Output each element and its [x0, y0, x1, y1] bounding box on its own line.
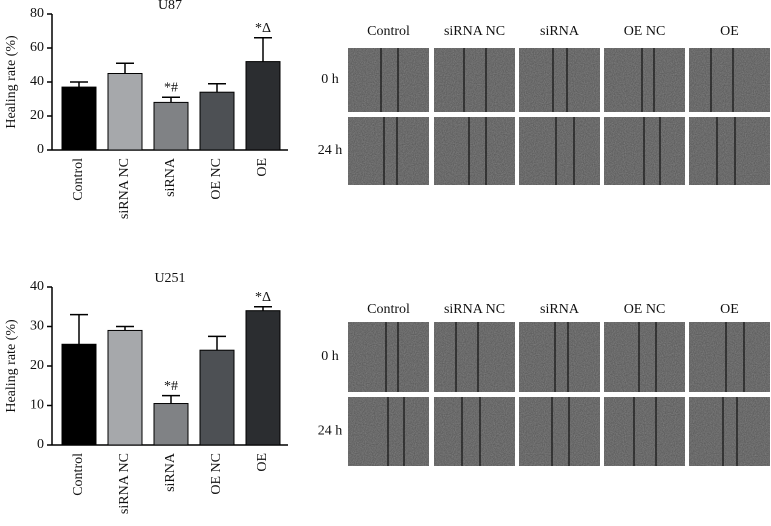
micrograph-texture: [434, 322, 515, 392]
micrograph-texture: [689, 48, 770, 112]
y-tick-label: 20: [30, 108, 44, 123]
bar: [199, 91, 235, 151]
x-tick-label: OE NC: [209, 453, 224, 495]
column-header: siRNA NC: [444, 302, 505, 317]
significance-mark: *Δ: [255, 21, 271, 36]
micrograph-texture: [604, 48, 685, 112]
y-tick-label: 60: [30, 40, 44, 55]
micrograph-texture: [348, 48, 429, 112]
micrograph-texture: [348, 322, 429, 392]
x-tick-label: Control: [71, 453, 86, 496]
significance-mark: *#: [164, 81, 178, 96]
significance-mark: *#: [164, 379, 178, 394]
x-tick-label: OE NC: [209, 158, 224, 200]
micrograph-texture: [434, 117, 515, 185]
x-tick-label: siRNA: [163, 452, 178, 492]
y-tick-label: 40: [30, 74, 44, 89]
bar: [153, 101, 189, 151]
y-tick-label: 40: [30, 279, 44, 294]
micrograph-texture: [519, 117, 600, 185]
chart-title: U251: [154, 271, 185, 286]
y-tick-label: 10: [30, 398, 44, 413]
column-header: OE NC: [624, 24, 666, 39]
bar: [107, 329, 143, 446]
y-tick-label: 0: [37, 142, 44, 157]
y-axis-label: Healing rate (%): [4, 35, 19, 129]
micrograph-texture: [689, 117, 770, 185]
micrograph-texture: [689, 322, 770, 392]
y-tick-label: 0: [37, 437, 44, 452]
row-label: 24 h: [318, 424, 343, 439]
micrograph-texture: [519, 322, 600, 392]
x-tick-label: siRNA: [163, 157, 178, 197]
micrograph-texture: [519, 397, 600, 466]
significance-mark: *Δ: [255, 290, 271, 305]
y-axis-label: Healing rate (%): [4, 319, 19, 413]
x-tick-label: OE: [255, 453, 270, 472]
micrograph-texture: [604, 322, 685, 392]
row-label: 0 h: [321, 349, 339, 364]
column-header: OE: [720, 24, 739, 39]
micrograph-texture: [689, 397, 770, 466]
column-header: Control: [367, 302, 410, 317]
x-tick-label: siRNA NC: [117, 158, 132, 219]
bar: [245, 310, 281, 446]
x-tick-label: Control: [71, 158, 86, 201]
bar: [199, 349, 235, 446]
column-header: siRNA: [540, 24, 580, 39]
bar: [245, 61, 281, 151]
x-tick-label: OE: [255, 158, 270, 177]
bar: [61, 86, 97, 151]
micrograph-texture: [434, 48, 515, 112]
chart-title: U87: [158, 0, 182, 13]
micrograph-texture: [434, 397, 515, 466]
y-tick-label: 20: [30, 358, 44, 373]
column-header: siRNA NC: [444, 24, 505, 39]
column-header: OE NC: [624, 302, 666, 317]
row-label: 24 h: [318, 143, 343, 158]
bar: [61, 343, 97, 446]
micrograph-texture: [604, 397, 685, 466]
column-header: Control: [367, 24, 410, 39]
micrograph-texture: [519, 48, 600, 112]
bar: [153, 403, 189, 446]
column-header: siRNA: [540, 302, 580, 317]
x-tick-label: siRNA NC: [117, 453, 132, 514]
bar: [107, 73, 143, 151]
micrograph-texture: [348, 117, 429, 185]
y-tick-label: 30: [30, 319, 44, 334]
y-tick-label: 80: [30, 6, 44, 21]
column-header: OE: [720, 302, 739, 317]
row-label: 0 h: [321, 72, 339, 87]
